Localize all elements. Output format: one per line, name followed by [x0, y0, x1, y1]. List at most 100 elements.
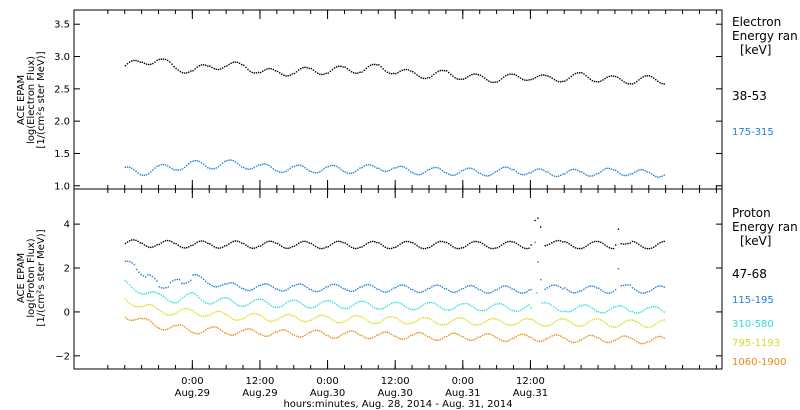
data-point: [344, 332, 346, 335]
data-point: [287, 247, 289, 250]
data-point: [483, 174, 486, 177]
data-point: [557, 309, 559, 311]
data-point: [382, 170, 384, 172]
data-point: [319, 290, 321, 292]
data-point: [505, 305, 507, 307]
data-point: [243, 242, 245, 245]
data-point: [124, 166, 127, 169]
data-point: [357, 332, 359, 335]
data-point: [350, 330, 353, 332]
data-point: [169, 300, 171, 303]
data-point: [247, 314, 249, 317]
data-point: [638, 169, 640, 171]
data-point: [145, 63, 148, 65]
data-point: [581, 325, 583, 327]
data-point: [147, 303, 150, 306]
data-point: [164, 164, 167, 166]
data-point: [268, 320, 270, 322]
data-point: [167, 286, 169, 288]
data-point: [135, 318, 137, 321]
data-point: [579, 325, 581, 327]
data-point: [399, 70, 401, 73]
data-point: [445, 288, 448, 290]
data-point: [300, 302, 302, 304]
data-point: [243, 317, 245, 320]
y-tick-label: 3.5: [54, 20, 70, 31]
data-point: [253, 72, 256, 74]
data-point: [357, 288, 359, 290]
data-point: [646, 171, 649, 173]
data-point: [479, 172, 482, 175]
data-point: [462, 336, 465, 338]
data-point: [403, 166, 406, 168]
data-point: [268, 303, 270, 305]
data-point: [399, 243, 401, 246]
data-point: [293, 165, 296, 168]
data-point: [557, 239, 560, 242]
data-point: [259, 333, 262, 335]
data-point: [365, 243, 367, 245]
data-point: [479, 241, 482, 243]
data-point: [638, 342, 640, 344]
data-point: [270, 68, 272, 70]
data-point: [308, 319, 310, 322]
data-point: [583, 337, 585, 340]
data-point: [456, 78, 458, 80]
data-point: [530, 172, 532, 174]
data-point: [437, 241, 439, 243]
data-point: [348, 330, 351, 332]
data-point: [505, 285, 507, 287]
data-point: [549, 76, 551, 78]
data-point: [156, 326, 158, 329]
data-point: [202, 300, 205, 303]
data-point: [614, 339, 617, 341]
data-point: [390, 316, 393, 318]
data-point: [555, 307, 557, 310]
data-point: [367, 320, 370, 323]
data-point: [232, 61, 234, 64]
data-point: [622, 284, 625, 287]
data-point: [247, 328, 249, 330]
data-point: [553, 321, 556, 323]
data-point: [549, 324, 551, 326]
data-point: [285, 289, 287, 291]
data-point: [407, 336, 410, 338]
data-point: [295, 283, 298, 286]
data-point: [570, 244, 572, 247]
data-point: [321, 301, 323, 304]
data-point: [384, 331, 387, 333]
data-point: [502, 304, 505, 306]
electron-legend-175-315: 175-315: [732, 127, 774, 138]
data-point: [395, 335, 397, 338]
data-point: [211, 285, 213, 287]
data-point: [137, 318, 139, 320]
data-point: [317, 246, 319, 249]
data-point: [259, 164, 262, 166]
data-point: [196, 333, 198, 335]
data-point: [511, 309, 513, 312]
data-point: [331, 337, 334, 339]
data-point: [572, 341, 575, 344]
data-point: [270, 240, 272, 242]
data-point: [162, 240, 165, 243]
data-point: [568, 290, 570, 292]
data-point: [456, 305, 458, 307]
data-point: [312, 290, 315, 292]
data-point: [401, 303, 403, 305]
data-point: [636, 312, 638, 314]
data-point: [481, 242, 484, 245]
data-point: [583, 324, 585, 326]
data-point: [257, 298, 260, 300]
data-point: [528, 289, 530, 292]
data-point: [528, 304, 530, 306]
data-point: [126, 281, 129, 284]
data-point: [276, 242, 279, 245]
data-point: [255, 313, 258, 315]
data-point: [355, 72, 357, 74]
data-point: [281, 305, 283, 307]
data-point: [540, 324, 543, 327]
data-point: [257, 71, 260, 74]
data-point: [293, 284, 296, 287]
data-point: [620, 243, 622, 245]
data-point: [224, 332, 226, 334]
